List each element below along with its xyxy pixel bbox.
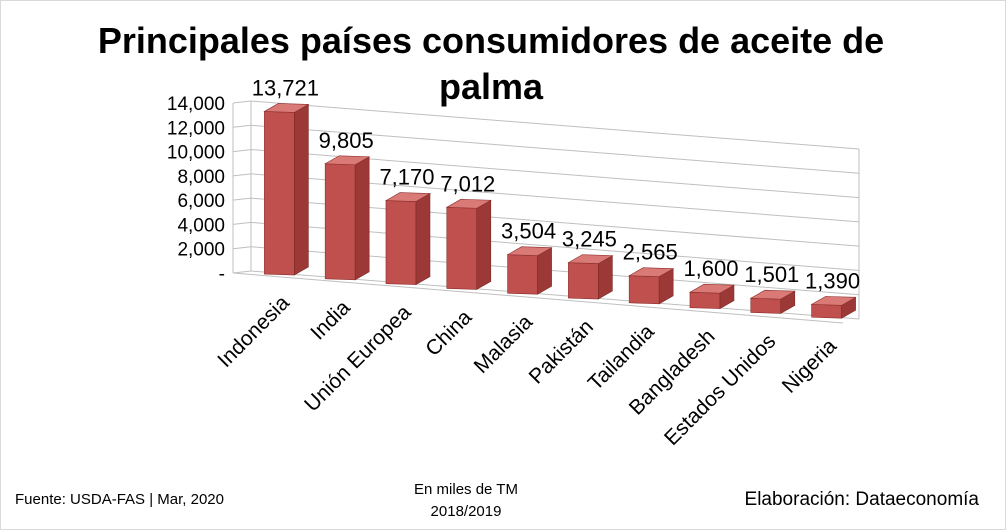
bar-top	[324, 155, 371, 166]
category-label: Indonesia	[213, 291, 294, 372]
floor-front-edge	[232, 272, 844, 324]
bar-front	[689, 291, 721, 309]
bar-top	[749, 289, 796, 300]
y-tick-label: 8,000	[177, 167, 225, 188]
bar-front	[568, 262, 599, 300]
y-tick-label: 10,000	[167, 143, 225, 164]
bar-front	[507, 254, 538, 295]
bar	[810, 296, 857, 319]
y-tick-label: 6,000	[177, 191, 225, 212]
bar-side	[294, 103, 309, 276]
y-tick-label: 14,000	[167, 94, 225, 115]
bar-front	[446, 207, 478, 290]
bar-front	[811, 304, 842, 319]
gridline-side	[232, 197, 252, 201]
bar-top	[628, 267, 675, 277]
bar-top	[445, 199, 492, 209]
bar-side	[476, 199, 492, 290]
data-label: 7,170	[379, 165, 434, 190]
bar	[263, 103, 310, 276]
bar	[506, 246, 553, 295]
data-label: 1,390	[805, 268, 860, 293]
bar	[445, 199, 492, 290]
gridline-side	[232, 173, 252, 177]
data-label: 9,805	[319, 128, 374, 153]
unit-note: En miles de TM 2018/2019	[381, 479, 551, 523]
data-label: 7,012	[440, 171, 495, 196]
bar-front	[385, 200, 417, 285]
y-axis-ticks: - 2,000 4,000 6,000 8,000 10,000 12,000 14,000	[167, 94, 225, 285]
bar-top	[506, 246, 553, 256]
data-label: 13,721	[252, 75, 319, 100]
bar	[688, 283, 736, 310]
bar-top	[567, 254, 614, 264]
category-label: India	[306, 296, 355, 345]
data-label: 1,600	[683, 256, 738, 281]
data-label: 3,245	[562, 227, 617, 252]
unit-line1: En miles de TM	[414, 481, 518, 498]
y-tick-label: 4,000	[177, 215, 225, 236]
data-label: 2,565	[623, 240, 678, 265]
gridline-side	[232, 221, 252, 225]
bar-top	[263, 103, 310, 113]
gridline	[250, 124, 860, 174]
gridline-side	[232, 149, 252, 153]
bar-top	[688, 283, 736, 294]
category-label: China	[421, 306, 476, 361]
credit-note: Elaboración: Dataeconomía	[744, 489, 979, 510]
category-label: Nigeria	[778, 334, 842, 398]
bar-front	[324, 163, 356, 281]
bar	[567, 254, 614, 300]
gridline-side	[232, 270, 252, 274]
category-label: Malasia	[470, 310, 538, 378]
unit-line2: 2018/2019	[430, 503, 502, 520]
bar	[749, 289, 796, 314]
bar-front	[750, 297, 782, 314]
bar-top	[810, 296, 857, 306]
bar-front	[628, 275, 660, 305]
source-note: Fuente: USDA-FAS | Mar, 2020	[15, 491, 224, 508]
data-label: 3,504	[501, 219, 556, 244]
bars	[263, 103, 857, 319]
gridline-side	[232, 246, 252, 250]
chart-title-line2: palma	[438, 66, 544, 107]
bar	[384, 192, 432, 286]
bar-front	[264, 111, 295, 276]
y-tick-label: 2,000	[177, 240, 225, 261]
gridline-side	[232, 100, 252, 104]
category-label: Estados Unidos	[660, 330, 780, 450]
bar	[628, 267, 675, 305]
bar-top	[384, 192, 432, 202]
gridline	[250, 100, 860, 150]
gridline-side	[232, 124, 252, 128]
bar	[324, 155, 371, 281]
bar-side	[415, 193, 431, 286]
y-tick-label: 12,000	[167, 118, 225, 139]
data-label: 1,501	[744, 262, 799, 287]
chart-title-line1: Principales países consumidores de aceit…	[97, 20, 885, 61]
bar-side	[354, 156, 370, 281]
y-tick-label: -	[219, 264, 225, 285]
